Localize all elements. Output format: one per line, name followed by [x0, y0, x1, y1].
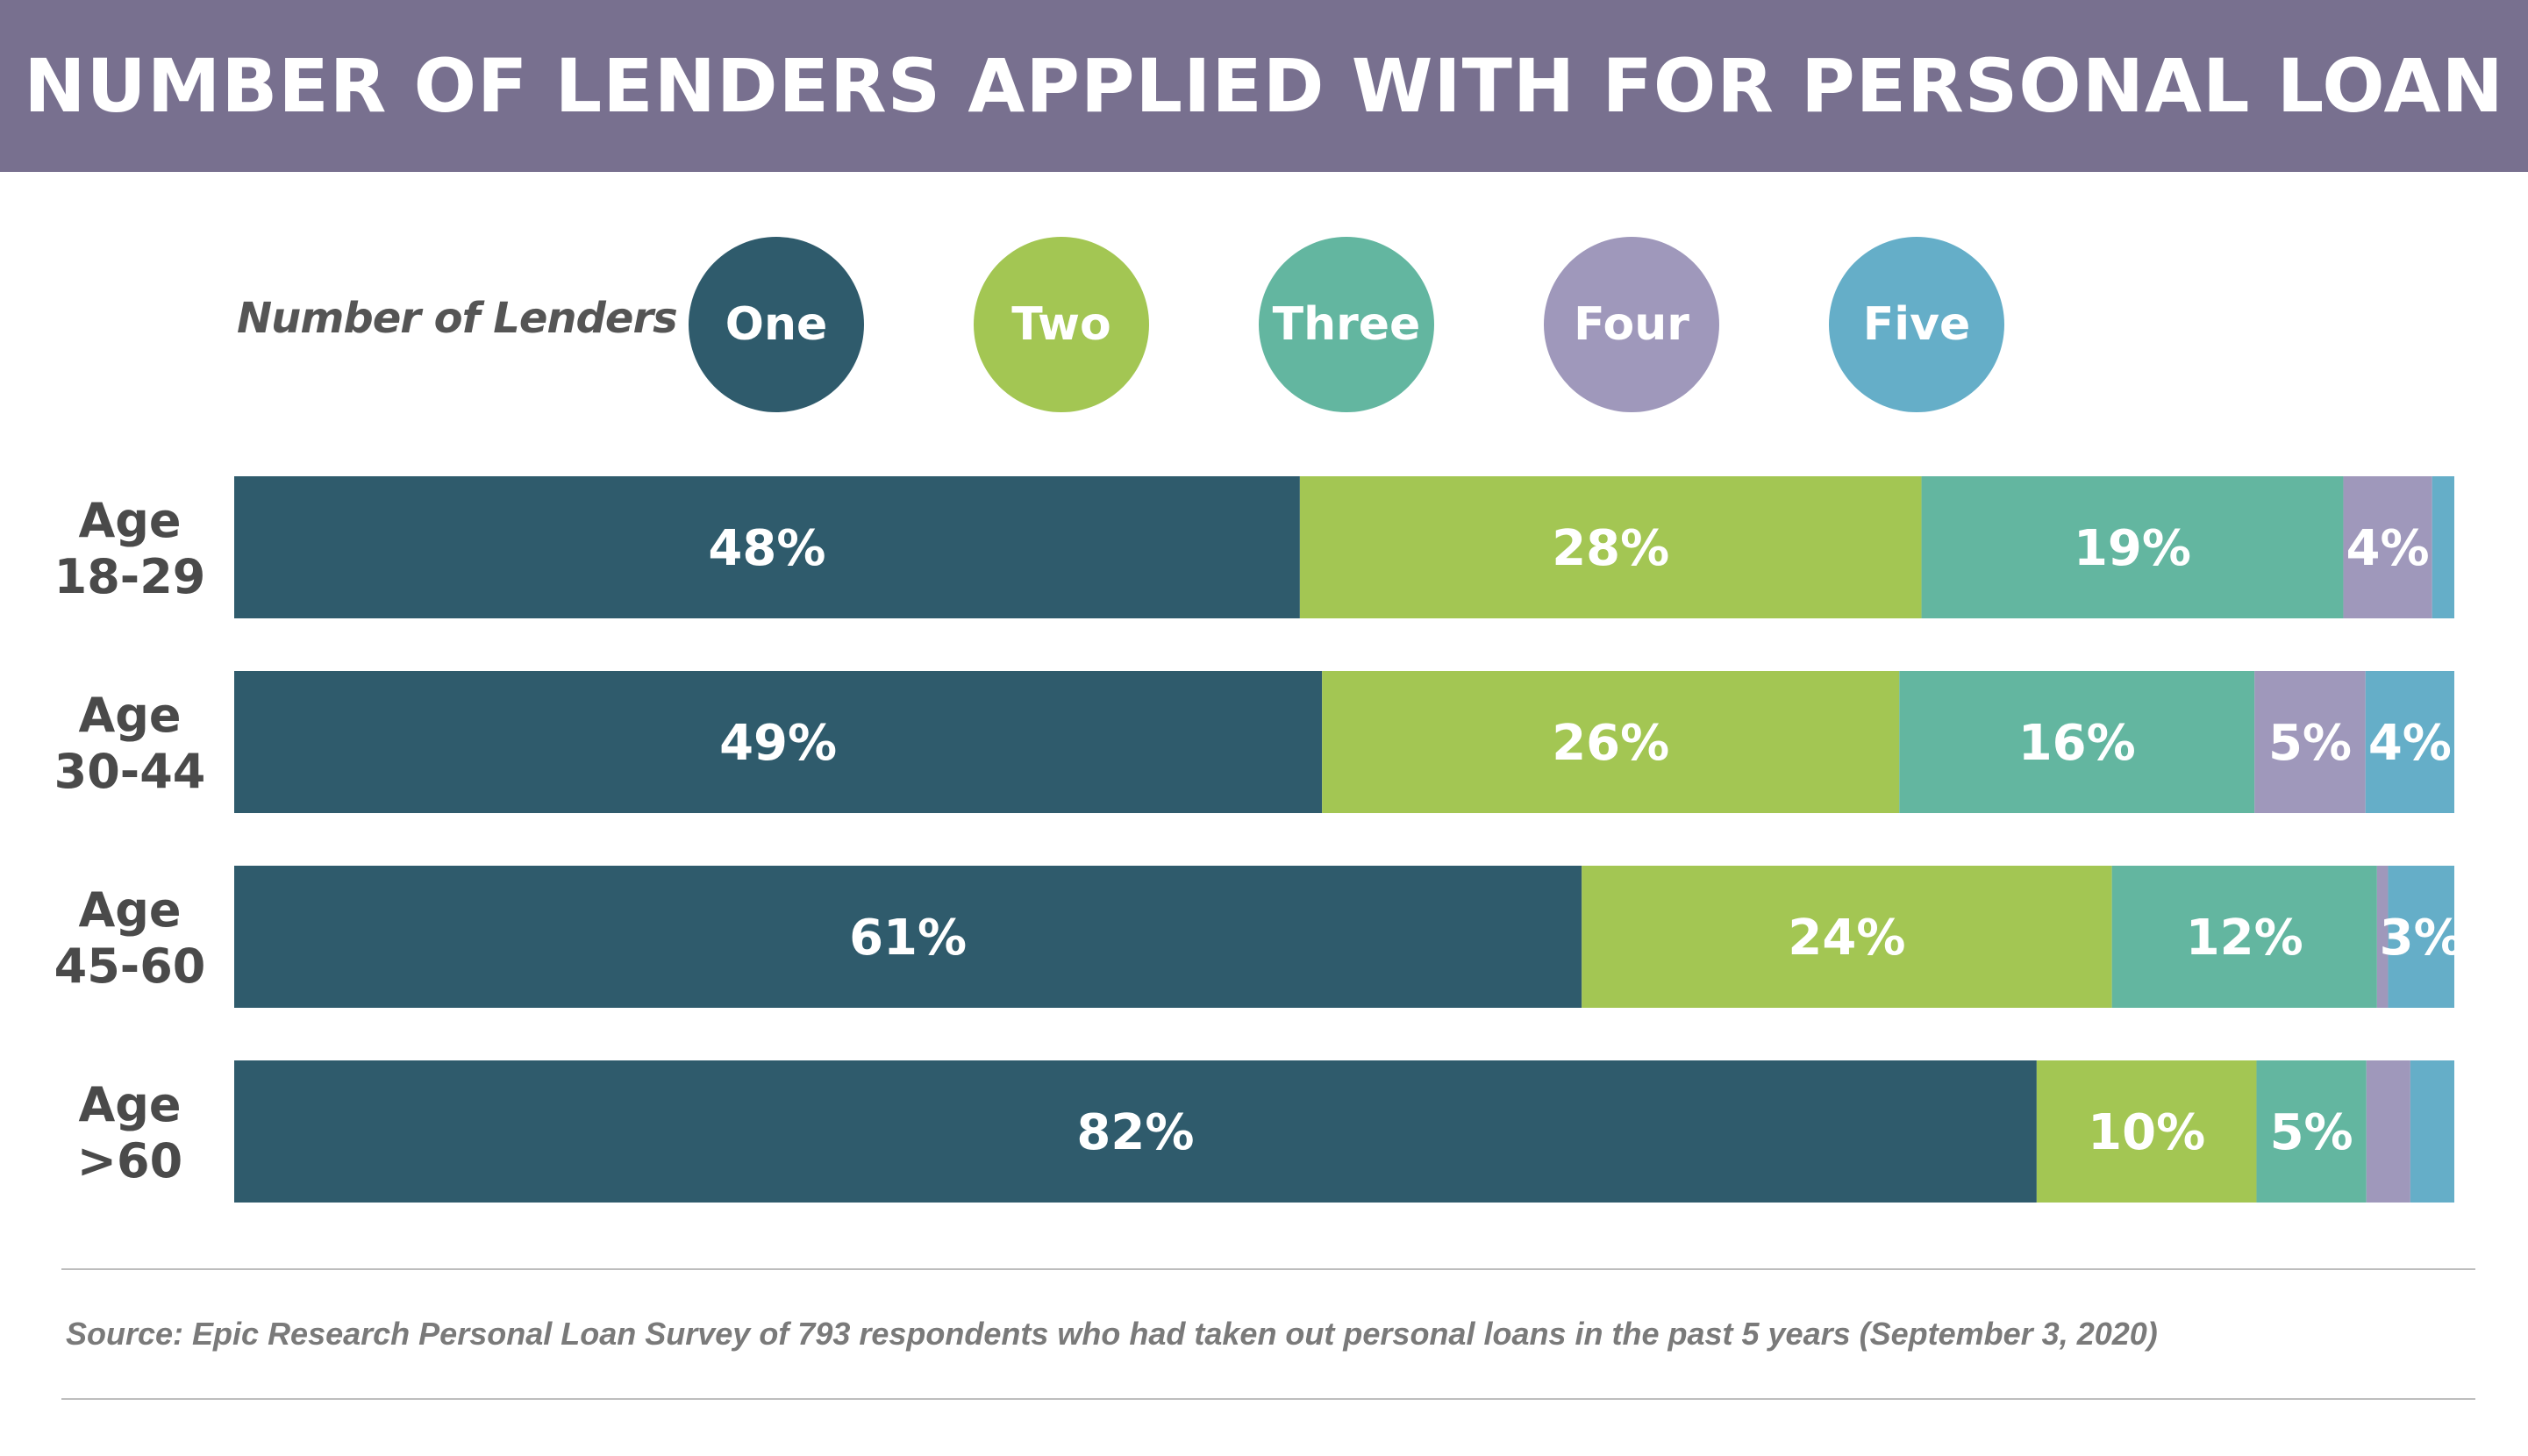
legend-label-three: Three	[1272, 298, 1421, 351]
bar-segment-four	[2366, 1060, 2410, 1203]
data-label: 4%	[2368, 715, 2452, 772]
data-label: 4%	[2346, 520, 2430, 577]
legend-label-one: One	[725, 298, 828, 351]
bar-segment-one	[234, 671, 1323, 813]
data-label: 61%	[849, 910, 967, 967]
bar-segment-five	[2365, 671, 2454, 813]
bar-segment-one	[234, 476, 1300, 618]
bar-segment-five	[2388, 866, 2454, 1008]
bar-segment-one	[234, 866, 1582, 1008]
legend-item-five: Five	[1829, 237, 2004, 412]
bar-segment-two	[1299, 476, 1922, 618]
bar-segment-one	[234, 1060, 2037, 1203]
legend-label-four: Four	[1574, 298, 1689, 351]
divider-top	[61, 1268, 2475, 1270]
data-label: 49%	[719, 715, 837, 772]
legend-item-three: Three	[1259, 237, 1434, 412]
legend-label-two: Two	[1011, 298, 1111, 351]
chart-title: NUMBER OF LENDERS APPLIED WITH FOR PERSO…	[24, 43, 2504, 129]
bar-segment-two	[1582, 866, 2112, 1008]
header-banner: NUMBER OF LENDERS APPLIED WITH FOR PERSO…	[0, 0, 2528, 172]
row-label: Age 45-60	[54, 882, 206, 994]
bar-segment-four	[2376, 866, 2389, 1008]
data-label: 5%	[2268, 715, 2352, 772]
bar-segment-three	[2111, 866, 2377, 1008]
bar-segment-five	[2432, 476, 2454, 618]
bar-segment-four	[2343, 476, 2432, 618]
row-label: Age 18-29	[54, 493, 206, 604]
bar-segment-two	[1322, 671, 1900, 813]
data-label: 48%	[708, 520, 825, 577]
data-label: 19%	[2074, 520, 2191, 577]
source-note: Source: Epic Research Personal Loan Surv…	[66, 1316, 2158, 1352]
data-label: 10%	[2088, 1104, 2205, 1161]
data-label: 3%	[2380, 910, 2463, 967]
bar-segment-four	[2254, 671, 2366, 813]
bar-segment-three	[1921, 476, 2344, 618]
data-label: 5%	[2270, 1104, 2353, 1161]
divider-bottom	[61, 1398, 2475, 1400]
data-label: 82%	[1076, 1104, 1194, 1161]
row-label: Age 30-44	[54, 688, 206, 799]
data-label: 12%	[2186, 910, 2303, 967]
data-label: 26%	[1552, 715, 1669, 772]
legend-item-one: One	[689, 237, 864, 412]
row-label: Age >60	[77, 1077, 182, 1188]
data-label: 24%	[1788, 910, 1905, 967]
data-label: 16%	[2018, 715, 2136, 772]
legend-item-four: Four	[1544, 237, 1719, 412]
legend-item-two: Two	[974, 237, 1149, 412]
legend-title: Number of Lenders	[237, 294, 678, 343]
bar-segment-five	[2410, 1060, 2454, 1203]
data-label: 28%	[1552, 520, 1669, 577]
bar-segment-two	[2036, 1060, 2257, 1203]
bar-segment-three	[1899, 671, 2255, 813]
legend-label-five: Five	[1862, 298, 1971, 351]
bar-segment-three	[2256, 1060, 2367, 1203]
